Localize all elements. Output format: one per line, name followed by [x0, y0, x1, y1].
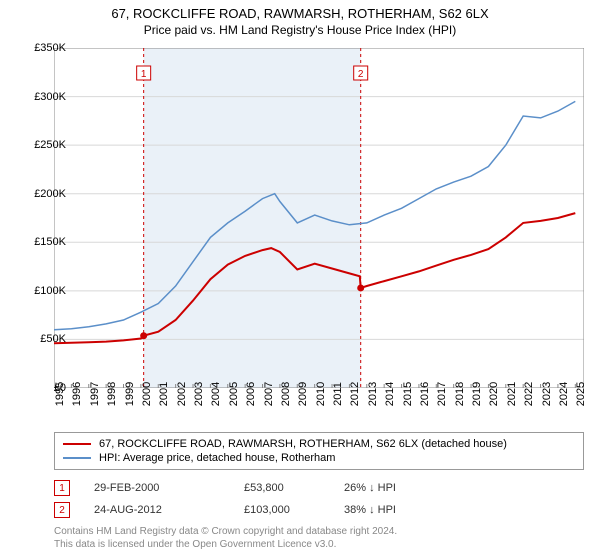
x-axis-label: 2023	[541, 382, 553, 406]
x-axis-label: 2020	[488, 382, 500, 406]
x-axis-label: 2021	[506, 382, 518, 406]
sale-date: 29-FEB-2000	[94, 482, 244, 494]
legend-item: HPI: Average price, detached house, Roth…	[63, 451, 575, 465]
x-axis-label: 2006	[245, 382, 257, 406]
x-axis-label: 2014	[384, 382, 396, 406]
y-axis-label: £50K	[40, 333, 66, 345]
x-axis-label: 2004	[210, 382, 222, 406]
y-axis-label: £300K	[34, 91, 66, 103]
x-axis-label: 1996	[71, 382, 83, 406]
x-axis-label: 2003	[193, 382, 205, 406]
sale-price: £53,800	[244, 482, 344, 494]
sale-hpi-delta: 38% ↓ HPI	[344, 504, 396, 516]
y-axis-label: £100K	[34, 285, 66, 297]
x-axis-label: 2019	[471, 382, 483, 406]
title-block: 67, ROCKCLIFFE ROAD, RAWMARSH, ROTHERHAM…	[0, 0, 600, 37]
svg-text:1: 1	[141, 69, 147, 80]
x-axis-label: 2007	[263, 382, 275, 406]
x-axis-label: 2005	[228, 382, 240, 406]
footer-line-1: Contains HM Land Registry data © Crown c…	[54, 526, 584, 539]
chart-svg: 12	[54, 48, 584, 388]
sale-date: 24-AUG-2012	[94, 504, 244, 516]
legend-item: 67, ROCKCLIFFE ROAD, RAWMARSH, ROTHERHAM…	[63, 437, 575, 451]
sale-marker-box: 1	[54, 480, 70, 496]
x-axis-label: 2016	[419, 382, 431, 406]
footer-attribution: Contains HM Land Registry data © Crown c…	[54, 526, 584, 551]
x-axis-label: 2017	[436, 382, 448, 406]
chart-area: 12	[54, 48, 584, 388]
x-axis-label: 2015	[402, 382, 414, 406]
sale-hpi-delta: 26% ↓ HPI	[344, 482, 396, 494]
x-axis-label: 2001	[158, 382, 170, 406]
legend-label: 67, ROCKCLIFFE ROAD, RAWMARSH, ROTHERHAM…	[99, 438, 507, 450]
chart-title-address: 67, ROCKCLIFFE ROAD, RAWMARSH, ROTHERHAM…	[0, 6, 600, 21]
legend-swatch	[63, 443, 91, 445]
x-axis-label: 1998	[106, 382, 118, 406]
legend-label: HPI: Average price, detached house, Roth…	[99, 452, 335, 464]
y-axis-label: £350K	[34, 42, 66, 54]
x-axis-label: 2010	[315, 382, 327, 406]
legend-swatch	[63, 457, 91, 459]
x-axis-label: 2011	[332, 382, 344, 406]
svg-text:2: 2	[358, 69, 364, 80]
sale-marker-box: 2	[54, 502, 70, 518]
x-axis-label: 1995	[54, 382, 66, 406]
y-axis-label: £200K	[34, 188, 66, 200]
x-axis-label: 2018	[454, 382, 466, 406]
x-axis-label: 2013	[367, 382, 379, 406]
footer-line-2: This data is licensed under the Open Gov…	[54, 539, 584, 552]
x-axis-label: 2000	[141, 382, 153, 406]
x-axis-label: 1999	[124, 382, 136, 406]
y-axis-label: £250K	[34, 139, 66, 151]
sale-record-row: 2 24-AUG-2012£103,00038% ↓ HPI	[54, 502, 584, 518]
x-axis-label: 2008	[280, 382, 292, 406]
x-axis-label: 2022	[523, 382, 535, 406]
legend: 67, ROCKCLIFFE ROAD, RAWMARSH, ROTHERHAM…	[54, 432, 584, 470]
x-axis-label: 2012	[349, 382, 361, 406]
chart-container: 67, ROCKCLIFFE ROAD, RAWMARSH, ROTHERHAM…	[0, 0, 600, 560]
sale-price: £103,000	[244, 504, 344, 516]
x-axis-label: 2025	[575, 382, 587, 406]
sale-record-row: 1 29-FEB-2000£53,80026% ↓ HPI	[54, 480, 584, 496]
x-axis-label: 2024	[558, 382, 570, 406]
chart-subtitle: Price paid vs. HM Land Registry's House …	[0, 23, 600, 37]
x-axis-label: 2002	[176, 382, 188, 406]
x-axis-label: 2009	[297, 382, 309, 406]
x-axis-label: 1997	[89, 382, 101, 406]
y-axis-label: £150K	[34, 236, 66, 248]
